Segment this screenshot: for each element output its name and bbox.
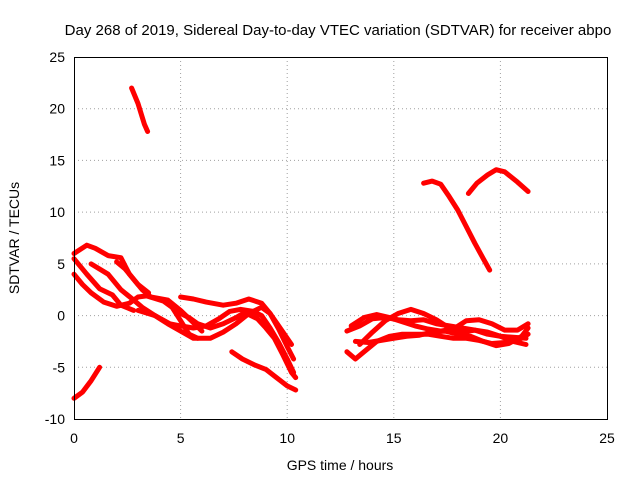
series-track-5 <box>71 256 137 313</box>
series-track-10 <box>173 308 299 381</box>
series-track-13 <box>465 167 531 196</box>
grid-lines <box>74 57 607 419</box>
series-track-11 <box>229 349 299 393</box>
x-tick-label: 10 <box>279 430 295 446</box>
series-track-4 <box>71 271 201 341</box>
x-tick-label: 25 <box>599 430 615 446</box>
y-tick-label: 0 <box>57 308 65 324</box>
series-track-1 <box>129 85 151 134</box>
series-track-18 <box>348 312 531 334</box>
y-tick-label: -5 <box>53 359 66 375</box>
chart-title: Day 268 of 2019, Sidereal Day-to-day VTE… <box>65 22 612 39</box>
x-tick-label: 15 <box>386 430 402 446</box>
x-axis-label: GPS time / hours <box>287 457 394 473</box>
series-track-2 <box>71 364 103 401</box>
x-tick-label: 20 <box>493 430 509 446</box>
y-tick-label: 20 <box>49 101 65 117</box>
series-track-9 <box>178 294 297 362</box>
y-axis-label: SDTVAR / TECUs <box>6 182 22 294</box>
x-tick-label: 5 <box>177 430 185 446</box>
x-tick-label: 0 <box>70 430 78 446</box>
y-tick-label: 15 <box>49 152 65 168</box>
plot-frame <box>74 57 608 420</box>
series-track-12 <box>421 178 493 273</box>
x-tick-labels: 0 5 10 15 20 25 <box>70 430 615 446</box>
y-tick-labels: -10 -5 0 5 10 15 20 25 <box>45 49 65 427</box>
y-tick-label: 10 <box>49 204 65 220</box>
y-tick-label: 5 <box>57 256 65 272</box>
y-tick-label: 25 <box>49 49 65 65</box>
series-track-3 <box>71 242 205 334</box>
series-track-7 <box>114 259 152 296</box>
y-tick-label: -10 <box>45 411 65 427</box>
series-layer <box>71 85 531 401</box>
